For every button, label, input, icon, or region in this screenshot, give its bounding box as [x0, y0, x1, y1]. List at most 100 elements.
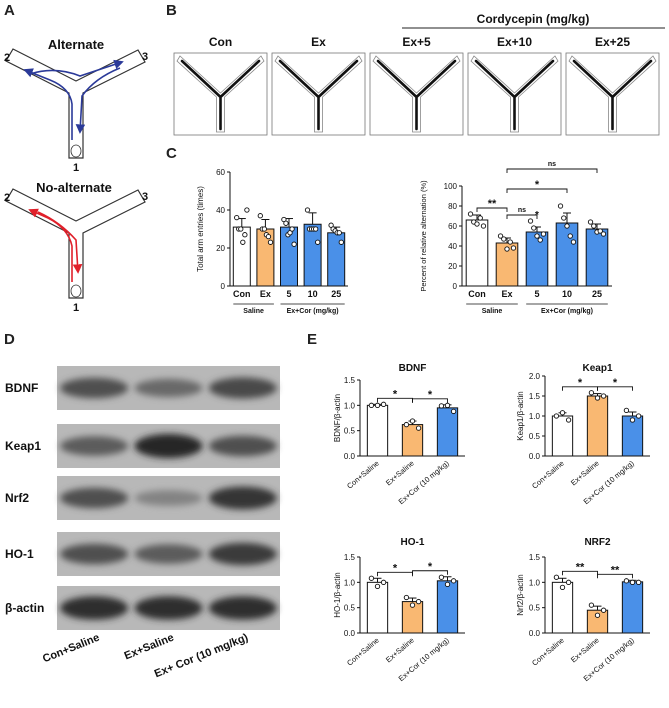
- y-tick-label: 1.5: [529, 553, 541, 562]
- data-point: [600, 607, 607, 613]
- y-axis-label: Nrf2/β-actin: [516, 574, 525, 616]
- data-point: [565, 579, 572, 585]
- y-tick-label: 1.5: [344, 553, 356, 562]
- y-maze-alternate: [5, 48, 146, 159]
- category-label: Ex: [501, 289, 512, 299]
- blot-band: [134, 596, 203, 620]
- bar: [555, 222, 579, 287]
- data-point: [565, 417, 572, 423]
- blot-band: [60, 377, 129, 399]
- protein-label: HO-1: [5, 547, 34, 561]
- data-point: [507, 239, 513, 245]
- arm-label-2-bottom: 2: [4, 192, 10, 204]
- blot-band: [60, 543, 129, 565]
- y-tick-label: 20: [448, 262, 457, 271]
- chart-title: Keap1: [582, 363, 612, 374]
- data-point: [409, 418, 416, 424]
- blot-band: [134, 378, 203, 398]
- y-tick-label: 1.0: [344, 401, 356, 410]
- panel-label-b: B: [166, 2, 177, 19]
- alternate-title: Alternate: [48, 37, 104, 52]
- significance-label: *: [535, 179, 540, 191]
- bar: [436, 580, 459, 634]
- data-point: [629, 417, 636, 423]
- y-tick-label: 0.5: [529, 604, 541, 613]
- significance-label: *: [535, 210, 539, 221]
- data-point: [438, 574, 445, 580]
- data-point: [368, 575, 375, 581]
- blot-band: [134, 433, 203, 459]
- condition-label: Ex: [311, 35, 326, 49]
- data-point: [450, 578, 457, 584]
- data-point: [559, 410, 566, 416]
- condition-label: Ex+25: [595, 35, 630, 49]
- data-point: [531, 225, 537, 231]
- chart-title: BDNF: [399, 363, 427, 374]
- blot-band: [134, 490, 203, 506]
- y-tick-label: 1.0: [529, 412, 541, 421]
- maze-outline: [568, 55, 657, 133]
- significance-bracket: [597, 386, 633, 391]
- bar: [256, 228, 275, 287]
- y-tick-label: 20: [216, 244, 225, 253]
- y-tick-label: 0: [221, 282, 226, 291]
- significance-bracket: [476, 207, 508, 212]
- track-trace: [572, 59, 653, 131]
- lane-label: Con+Saline: [41, 632, 101, 666]
- y-axis-label: Percent of relative alternation (%): [419, 180, 428, 292]
- track-trace: [278, 59, 359, 131]
- significance-bracket: [562, 570, 598, 576]
- category-label: Con: [468, 289, 486, 299]
- significance-bracket: [412, 398, 448, 403]
- category-label: 10: [308, 289, 318, 299]
- panel-label-c: C: [166, 145, 177, 162]
- data-point: [403, 594, 410, 601]
- maze-outline: [372, 55, 461, 133]
- blot-band: [60, 596, 129, 620]
- data-point: [283, 220, 289, 226]
- y-tick-label: 0.0: [344, 452, 356, 461]
- chart-relative-alternation: 0 20 40 60 80 100 Percent of relative alternat…: [419, 161, 612, 315]
- y-tick-label: 0.0: [529, 629, 541, 638]
- data-point: [450, 408, 457, 415]
- y-axis-label: Total arm entries (times): [196, 186, 205, 272]
- data-point: [588, 602, 595, 608]
- category-label: Ex+Saline: [569, 459, 601, 488]
- y-tick-label: 0.5: [344, 604, 356, 613]
- data-point: [557, 203, 564, 209]
- significance-bracket: [412, 570, 448, 575]
- category-label: 10: [562, 289, 572, 299]
- significance-label: **: [576, 561, 585, 573]
- y-tick-label: 1.0: [529, 578, 541, 587]
- significance-label: *: [428, 389, 433, 401]
- y-axis-label: HO-1/β-actin: [333, 572, 342, 618]
- data-point: [267, 239, 274, 245]
- significance-label: *: [393, 562, 398, 574]
- maze-outline: [274, 55, 363, 133]
- bar: [366, 581, 389, 634]
- data-point: [553, 574, 560, 580]
- data-point: [594, 612, 601, 618]
- y-tick-label: 100: [444, 182, 458, 191]
- panel-label-d: D: [4, 331, 15, 348]
- blot-band: [60, 487, 129, 509]
- significance-label: *: [578, 377, 583, 389]
- category-label: 25: [331, 289, 341, 299]
- arm-label-3-bottom: 3: [142, 191, 148, 203]
- category-label: 5: [286, 289, 291, 299]
- data-point: [244, 207, 250, 213]
- data-point: [559, 584, 566, 591]
- protein-label: β-actin: [5, 601, 44, 615]
- bar: [303, 223, 322, 287]
- data-point: [501, 236, 507, 242]
- significance-bracket: [506, 168, 598, 173]
- significance-label: ns: [518, 207, 526, 214]
- track-trace: [180, 59, 261, 131]
- data-point: [257, 213, 263, 219]
- data-point: [238, 226, 244, 232]
- y-tick-label: 40: [216, 206, 225, 215]
- group-label: Saline: [243, 308, 264, 315]
- data-point: [313, 226, 319, 232]
- data-point: [497, 233, 504, 239]
